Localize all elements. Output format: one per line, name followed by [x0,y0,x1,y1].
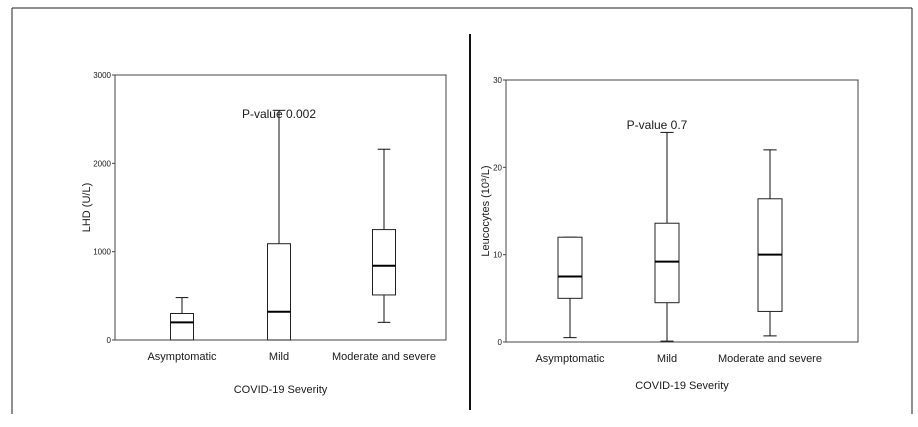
x-category-label: Mild [269,351,289,363]
x-category-label: Moderate and severe [718,353,822,365]
chart-panel-lhd: 0 1000 2000 3000 Asymptomatic Mild Moderate a… [81,71,447,396]
y-tick-label: 2000 [93,159,111,168]
y-tick-label: 0 [498,338,503,347]
p-value-annotation: P-value 0.7 [627,118,688,132]
box-iqr [654,222,680,304]
y-tick-label: 3000 [93,71,111,80]
box-iqr [557,236,583,299]
x-axis: Asymptomatic Mild Moderate and severe [535,353,822,365]
box-plot [170,297,194,341]
box-series [170,109,396,341]
x-category-label: Moderate and severe [332,351,436,363]
x-axis: Asymptomatic Mild Moderate and severe [147,351,436,363]
y-axis-title: LHD (U/L) [81,183,93,233]
box-plot [654,131,680,342]
x-category-label: Mild [657,353,677,365]
y-tick-label: 10 [493,251,502,260]
box-plot [267,109,291,341]
x-category-label: Asymptomatic [535,353,605,365]
plot-area [505,79,859,343]
x-category-label: Asymptomatic [147,351,217,363]
box-plot [557,236,583,339]
y-tick-label: 1000 [93,248,111,257]
box-series [557,131,783,342]
box-plot [757,149,783,337]
y-tick-label: 0 [107,336,112,345]
x-axis-title: COVID-19 Severity [234,384,328,396]
x-axis-title: COVID-19 Severity [635,380,729,392]
p-value-annotation: P-value 0.002 [242,107,316,121]
box-iqr [267,243,291,341]
y-axis: 0 1000 2000 3000 [93,71,115,345]
y-tick-label: 30 [493,76,502,85]
y-tick-label: 20 [493,163,502,172]
y-axis: 0 10 20 30 [493,76,506,347]
box-iqr [372,229,396,296]
chart-panel-leucocytes: 0 10 20 30 Asymptomatic Mild Moderate and sev… [480,76,859,392]
box-plot [372,148,396,323]
box-iqr [170,313,194,341]
y-axis-title: Leucocytes (10³/L) [480,165,492,256]
